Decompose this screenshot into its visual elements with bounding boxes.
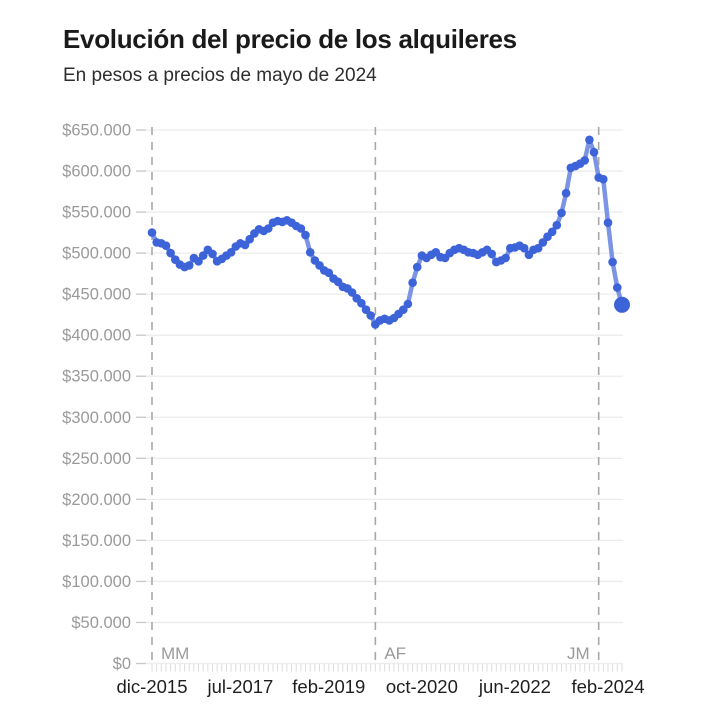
- data-point: [403, 299, 413, 309]
- data-point: [599, 174, 608, 184]
- data-point: [147, 228, 157, 237]
- data-point: [245, 234, 254, 244]
- era-label-mm: MM: [161, 644, 189, 663]
- data-point: [296, 224, 306, 233]
- y-axis-label: $400.000: [62, 327, 131, 345]
- y-axis-label: $450.000: [62, 286, 131, 304]
- data-point: [603, 218, 613, 227]
- y-axis-label: $100.000: [62, 573, 131, 591]
- y-axis-label: $300.000: [62, 409, 131, 427]
- y-axis-label: $50.000: [71, 614, 131, 632]
- y-axis-label: $0: [113, 655, 131, 673]
- latest-data-point: [614, 296, 630, 313]
- x-axis-label: dic-2015: [117, 676, 188, 697]
- x-axis-label: jun-2022: [478, 676, 551, 697]
- y-axis-label: $600.000: [62, 163, 131, 181]
- era-label-jm: JM: [567, 644, 590, 663]
- data-point: [198, 251, 208, 260]
- data-point: [408, 278, 417, 288]
- data-point: [357, 298, 366, 308]
- data-point: [184, 261, 194, 270]
- y-axis-label: $550.000: [62, 204, 131, 222]
- y-axis-label: $250.000: [62, 450, 131, 468]
- y-axis-label: $650.000: [62, 122, 131, 140]
- data-point: [208, 249, 217, 259]
- data-point: [487, 249, 497, 259]
- data-point: [324, 268, 334, 278]
- data-point: [580, 156, 589, 165]
- data-point: [305, 248, 315, 257]
- data-point: [412, 262, 422, 272]
- data-point: [519, 243, 529, 253]
- data-point: [552, 220, 562, 230]
- data-point: [533, 243, 543, 253]
- x-axis-label: oct-2020: [386, 676, 458, 697]
- data-point: [557, 208, 566, 218]
- data-point: [399, 305, 408, 315]
- data-point: [608, 257, 617, 267]
- data-point: [347, 288, 357, 297]
- data-point: [589, 147, 599, 157]
- x-axis-label: jul-2017: [206, 676, 273, 697]
- data-point: [547, 227, 557, 237]
- chart-title: Evolución del precio de los alquileres: [63, 24, 517, 54]
- data-point: [361, 305, 371, 315]
- data-point: [585, 135, 594, 145]
- data-point: [194, 257, 203, 266]
- data-point: [161, 241, 171, 250]
- data-point: [501, 253, 510, 263]
- data-point: [166, 248, 175, 258]
- data-point: [613, 283, 622, 292]
- chart-subtitle: En pesos a precios de mayo de 2024: [63, 65, 377, 86]
- data-point: [240, 240, 250, 250]
- data-point: [301, 230, 310, 240]
- data-point: [226, 248, 236, 257]
- y-axis-label: $200.000: [62, 491, 131, 509]
- y-axis-label: $150.000: [62, 532, 131, 550]
- chart-header: Evolución del precio de los alquileres E…: [63, 24, 703, 87]
- y-axis-label: $350.000: [62, 368, 131, 386]
- data-point: [264, 224, 273, 233]
- x-axis-label: feb-2019: [292, 676, 365, 697]
- data-point: [538, 238, 548, 247]
- x-axis-label: feb-2024: [571, 676, 644, 697]
- data-point: [366, 311, 376, 320]
- data-point: [561, 188, 571, 198]
- era-label-af: AF: [384, 644, 406, 663]
- y-axis-label: $500.000: [62, 245, 131, 263]
